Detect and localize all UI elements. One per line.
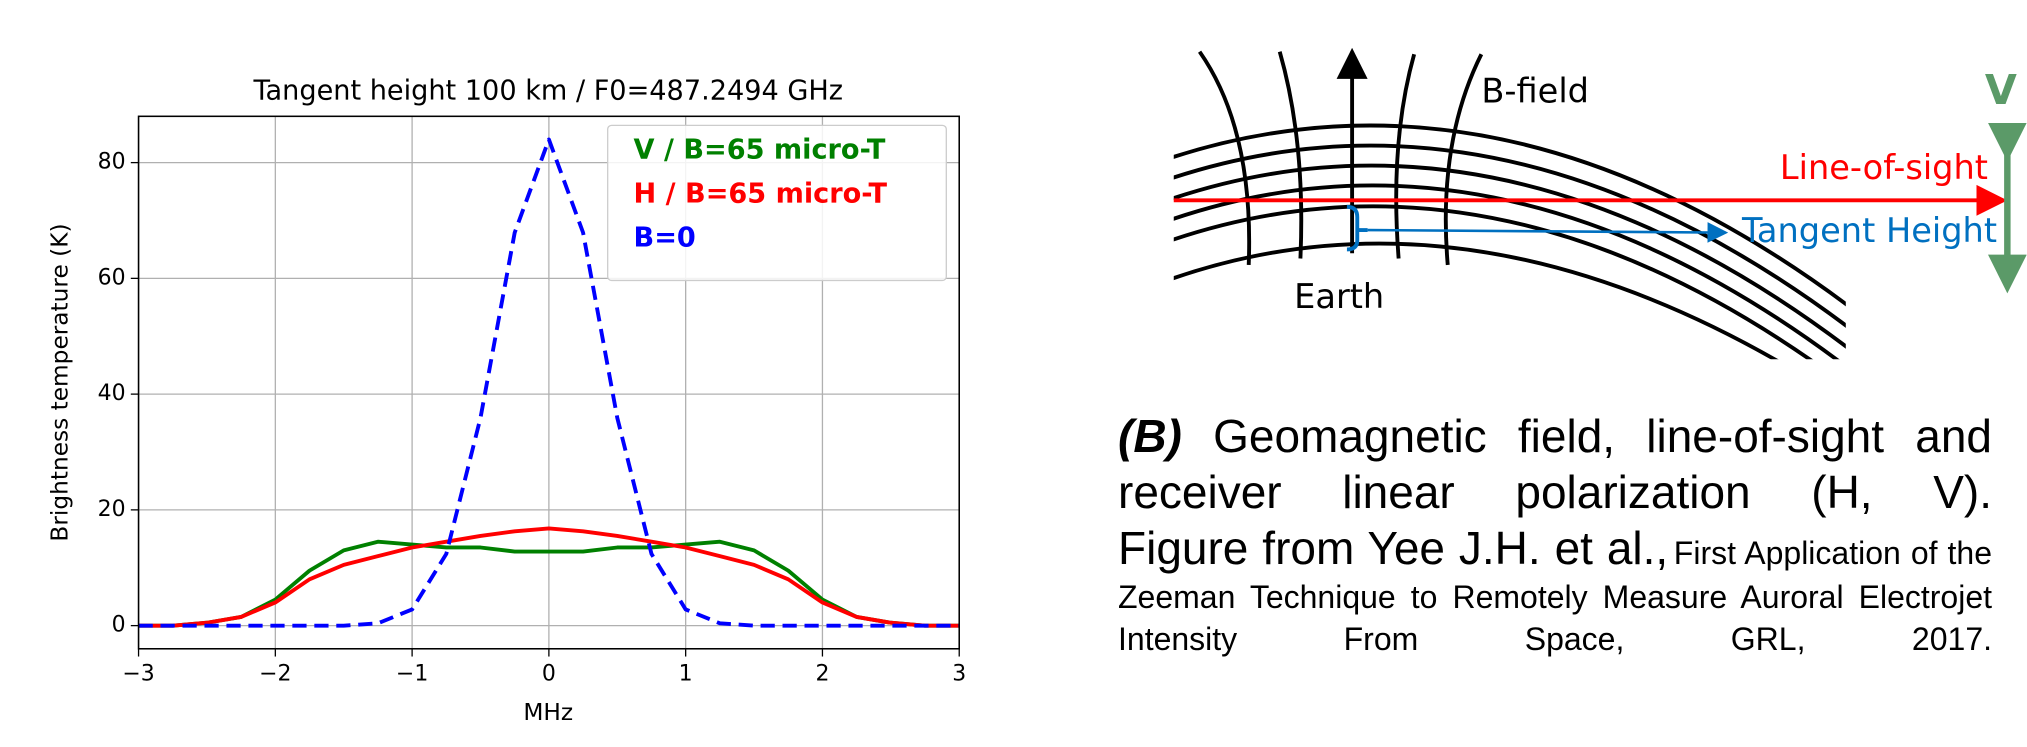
caption: (B) Geomagnetic field, line-of-sight and…	[1118, 408, 1992, 660]
field-line	[1277, 51, 1304, 259]
atmosphere-arc	[1173, 163, 1846, 349]
v-label: V	[1985, 66, 2017, 114]
atmosphere-arc	[1173, 143, 1846, 328]
y-tick-label: 20	[98, 497, 126, 522]
caption-line: (B) Geomagnetic field, line-of-sight and…	[1118, 408, 1992, 520]
caption-label: (B)	[1118, 410, 1182, 462]
y-tick-label: 0	[112, 613, 126, 638]
tangent-bracket	[1346, 204, 1368, 252]
legend-entry: B=0	[634, 223, 696, 254]
earth-arc	[1173, 241, 1779, 360]
tangent-arrow	[1367, 222, 1729, 243]
field-line	[1198, 50, 1252, 266]
series-line	[138, 137, 960, 628]
field-line	[1443, 53, 1484, 266]
x-tick-label: 3	[952, 662, 966, 687]
reference-text: First Application of the Zeeman Techniqu…	[1118, 535, 1992, 657]
x-tick-label: −2	[259, 662, 291, 687]
y-tick-label: 40	[98, 381, 126, 406]
source-text: Figure from Yee J.H. et al.,	[1118, 522, 1669, 574]
atmosphere-arc	[1173, 204, 1813, 360]
earth-label: Earth	[1294, 277, 1384, 316]
x-axis-label: MHz	[523, 699, 573, 726]
x-tick-label: 0	[542, 662, 556, 687]
chart-title: Tangent height 100 km / F0=487.2494 GHz	[252, 75, 843, 106]
series-line	[138, 539, 960, 628]
field-line	[1394, 53, 1417, 259]
atmosphere-arc	[1173, 123, 1846, 307]
legend-entry: H / B=65 micro-T	[634, 179, 888, 210]
x-tick-label: −1	[396, 662, 428, 687]
y-tick-label: 60	[98, 265, 126, 290]
y-axis-label: Brightness temperature (K)	[47, 223, 74, 541]
legend-box	[607, 124, 947, 282]
plot-frame	[137, 115, 960, 650]
x-tick-label: 2	[815, 662, 829, 687]
x-tick-label: −3	[122, 662, 154, 687]
earth-field-diagram	[1173, 50, 1846, 360]
caption-source: Figure from Yee J.H. et al., First Appli…	[1118, 520, 1992, 660]
line-of-sight-label: Line-of-sight	[1780, 148, 1988, 187]
b-field-label: B-field	[1481, 72, 1589, 111]
series-line	[138, 526, 960, 628]
legend-entry: V / B=65 micro-T	[634, 135, 886, 166]
x-tick-label: 1	[679, 662, 693, 687]
tangent-height-label: Tangent Height	[1741, 211, 1997, 250]
y-tick-label: 80	[98, 150, 126, 175]
caption-text: Geomagnetic field, line-of-sight and rec…	[1118, 410, 1993, 518]
